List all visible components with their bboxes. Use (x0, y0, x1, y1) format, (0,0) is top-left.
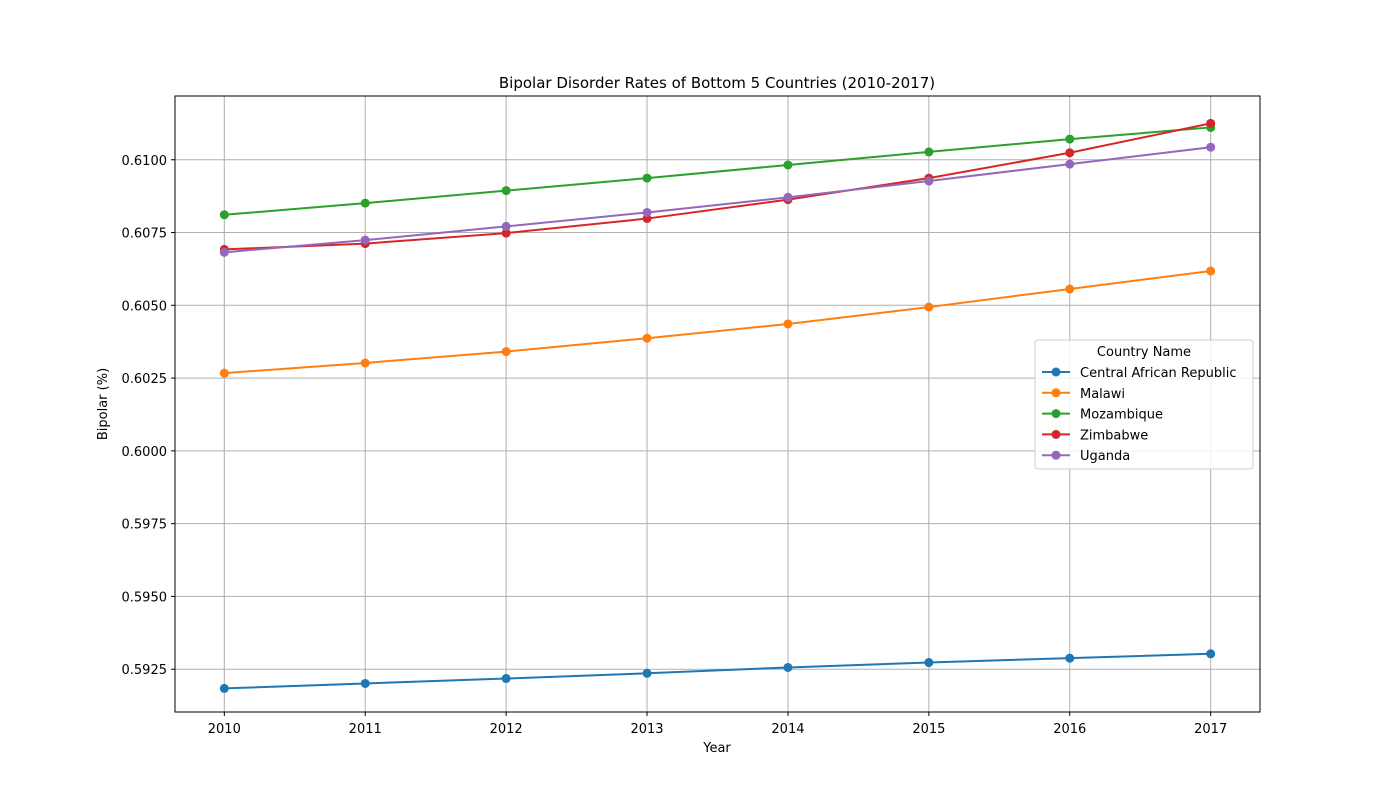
legend-item-mozambique: Mozambique (1042, 408, 1163, 423)
data-point-mozambique (642, 173, 652, 183)
legend-label: Central African Republic (1080, 366, 1236, 381)
legend-items: Central African Republic Malawi Mozambique… (1042, 366, 1236, 464)
y-tick-label: 0.5975 (122, 518, 168, 533)
series-line-mozambique (224, 126, 1211, 216)
data-point-central-african-republic (219, 683, 229, 693)
data-point-uganda (1065, 159, 1075, 169)
chart-title: Bipolar Disorder Rates of Bottom 5 Count… (499, 74, 935, 92)
legend-marker (1051, 409, 1061, 419)
y-tick-label: 0.6025 (122, 372, 168, 387)
data-point-central-african-republic (1065, 653, 1075, 663)
series-line-central-african-republic (224, 652, 1211, 690)
data-point-mozambique (501, 186, 511, 196)
data-point-malawi (219, 368, 229, 378)
x-tick-label: 2017 (1194, 722, 1227, 737)
legend-item-uganda: Uganda (1042, 449, 1130, 464)
y-tick-label: 0.6075 (122, 227, 168, 242)
legend-item-zimbabwe: Zimbabwe (1042, 428, 1148, 443)
legend-box (1034, 339, 1254, 470)
series-malawi (219, 266, 1216, 378)
data-point-central-african-republic (360, 678, 370, 688)
data-point-uganda (360, 235, 370, 245)
data-point-mozambique (360, 198, 370, 208)
data-point-zimbabwe (501, 228, 511, 238)
data-point-uganda (1206, 142, 1216, 152)
data-point-uganda (501, 221, 511, 231)
series-uganda (219, 142, 1216, 257)
y-tick-label: 0.6050 (122, 299, 168, 314)
legend-label: Zimbabwe (1080, 428, 1148, 443)
legend-label: Mozambique (1080, 408, 1163, 423)
y-tick-label: 0.6000 (122, 445, 168, 460)
legend-marker (1051, 429, 1061, 439)
legend-marker (1051, 367, 1061, 377)
data-point-uganda (783, 192, 793, 202)
data-point-central-african-republic (501, 674, 511, 684)
y-axis-label: Bipolar (%) (96, 368, 111, 440)
data-point-central-african-republic (783, 662, 793, 672)
series-layer (219, 118, 1216, 693)
data-point-malawi (1206, 266, 1216, 276)
x-tick-label: 2010 (208, 722, 241, 737)
y-tick-label: 0.5925 (122, 663, 168, 678)
data-point-uganda (924, 176, 934, 186)
legend-marker (1051, 450, 1061, 460)
x-tick-label: 2015 (912, 722, 945, 737)
data-point-mozambique (924, 147, 934, 157)
x-tick-label: 2014 (771, 722, 804, 737)
series-mozambique (219, 122, 1216, 220)
data-point-zimbabwe (1065, 148, 1075, 158)
plot-frame (174, 95, 1261, 713)
y-tick-label: 0.6100 (122, 154, 168, 169)
data-point-malawi (360, 358, 370, 368)
data-point-zimbabwe (1206, 118, 1216, 128)
legend-marker (1051, 388, 1061, 398)
legend-label: Uganda (1080, 449, 1130, 464)
y-axis: 0.5925 0.5950 0.5975 0.6000 0.6025 0.6050 0.60… (122, 154, 175, 678)
series-line-uganda (224, 146, 1211, 254)
legend: Country Name Central African Republic Mal… (1034, 339, 1254, 470)
x-tick-label: 2016 (1053, 722, 1086, 737)
series-line-zimbabwe (224, 122, 1211, 251)
data-point-malawi (642, 333, 652, 343)
series-line-malawi (224, 269, 1211, 375)
data-point-central-african-republic (642, 668, 652, 678)
x-axis-label: Year (702, 741, 731, 756)
legend-item-central-african-republic: Central African Republic (1042, 366, 1236, 381)
data-point-mozambique (1065, 134, 1075, 144)
legend-label: Malawi (1080, 387, 1125, 402)
data-point-mozambique (783, 160, 793, 170)
data-point-malawi (1065, 284, 1075, 294)
data-point-malawi (501, 347, 511, 357)
data-point-uganda (219, 247, 229, 257)
y-tick-label: 0.5950 (122, 590, 168, 605)
data-point-central-african-republic (1206, 649, 1216, 659)
x-tick-label: 2013 (630, 722, 663, 737)
x-tick-label: 2011 (349, 722, 382, 737)
data-point-central-african-republic (924, 658, 934, 668)
legend-item-malawi: Malawi (1042, 387, 1125, 402)
data-point-malawi (783, 319, 793, 329)
x-tick-label: 2012 (490, 722, 523, 737)
data-point-mozambique (219, 210, 229, 220)
data-point-malawi (924, 302, 934, 312)
legend-title: Country Name (1097, 345, 1191, 360)
x-axis: 2010 2011 2012 2013 2014 2015 2016 2017 (208, 712, 1227, 737)
data-point-uganda (642, 207, 652, 217)
series-central-african-republic (219, 649, 1216, 693)
